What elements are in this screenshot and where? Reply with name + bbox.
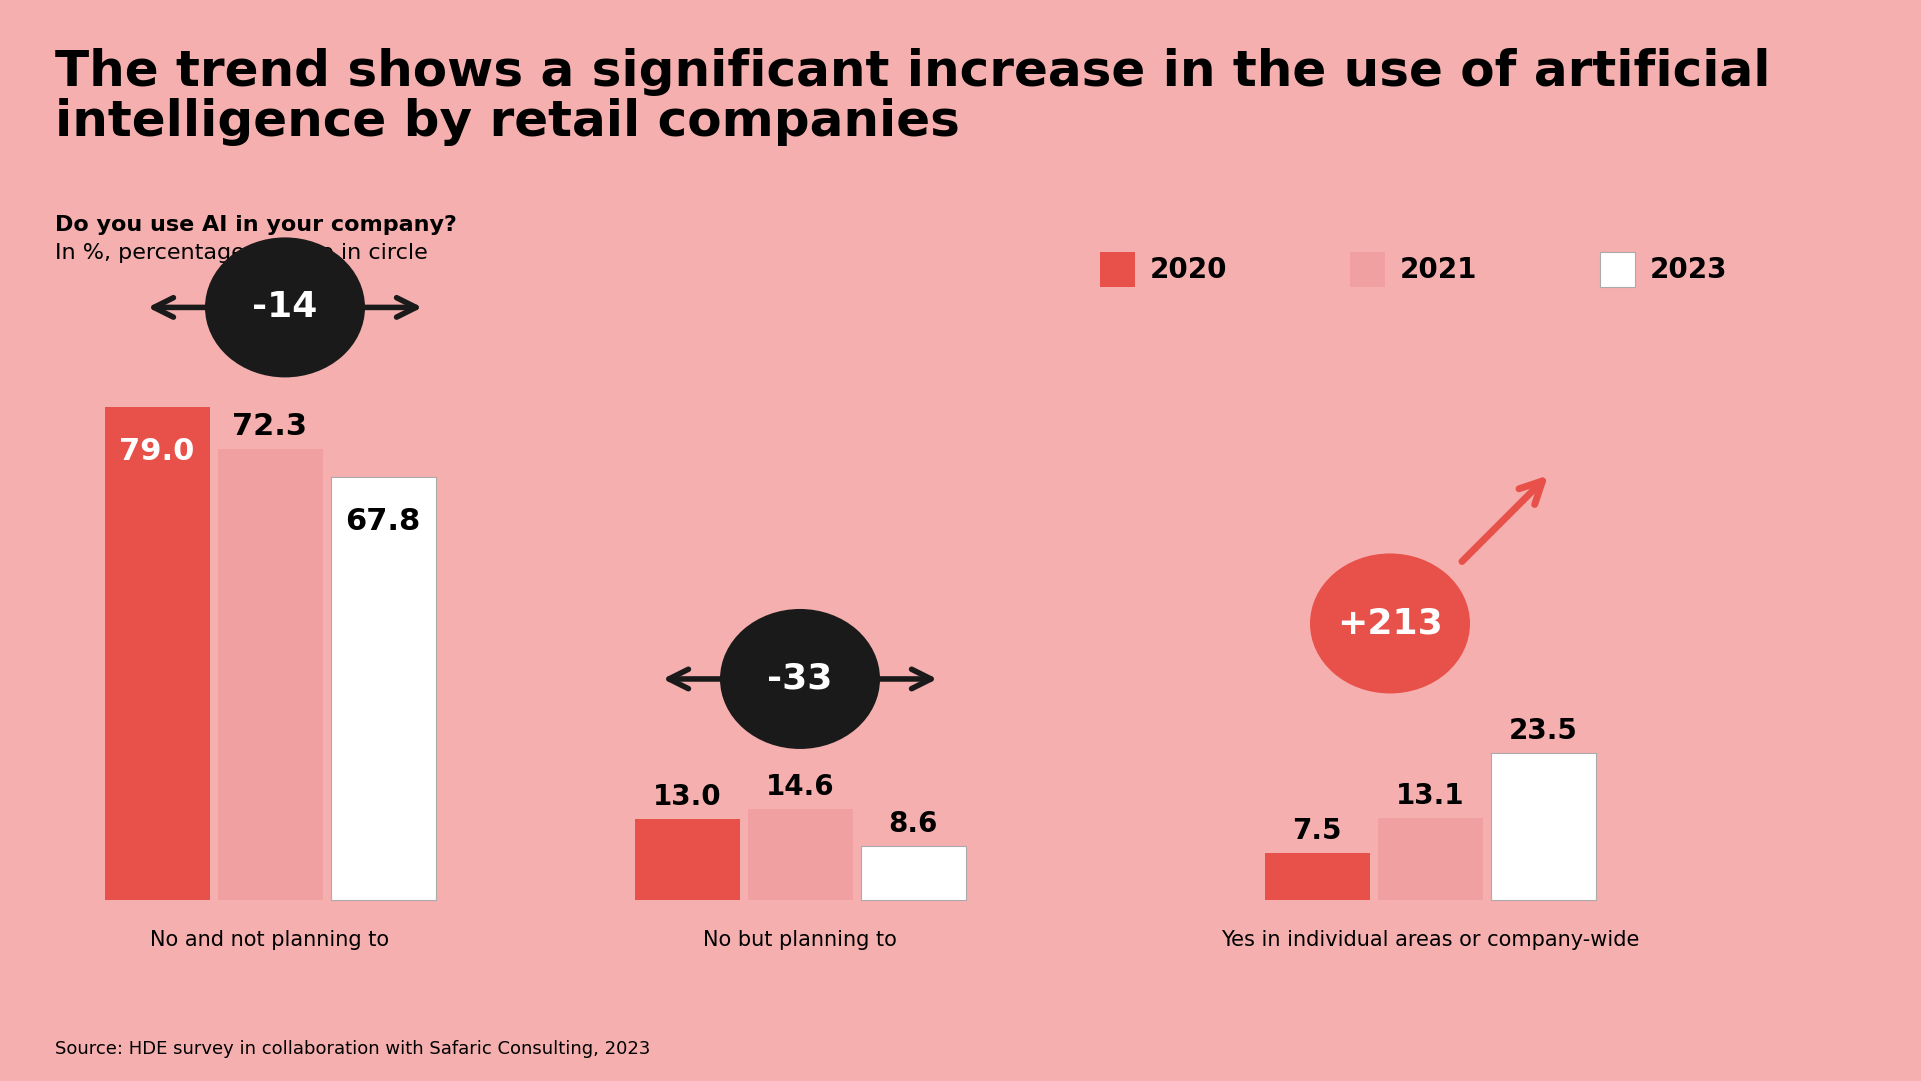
- Text: No but planning to: No but planning to: [703, 930, 897, 950]
- FancyBboxPatch shape: [1101, 252, 1135, 286]
- Text: Yes in individual areas or company-wide: Yes in individual areas or company-wide: [1222, 930, 1639, 950]
- Text: Do you use AI in your company?: Do you use AI in your company?: [56, 215, 457, 235]
- Text: 2020: 2020: [1151, 256, 1228, 284]
- Text: 2023: 2023: [1650, 256, 1727, 284]
- Ellipse shape: [720, 609, 880, 749]
- FancyBboxPatch shape: [1491, 753, 1596, 900]
- FancyBboxPatch shape: [747, 809, 853, 900]
- FancyBboxPatch shape: [1377, 818, 1483, 900]
- Text: 23.5: 23.5: [1508, 718, 1577, 746]
- Text: 2021: 2021: [1400, 256, 1477, 284]
- Text: In %, percentage change in circle: In %, percentage change in circle: [56, 243, 428, 263]
- Text: 13.1: 13.1: [1397, 783, 1464, 811]
- Text: 79.0: 79.0: [119, 438, 194, 466]
- Text: 67.8: 67.8: [346, 507, 421, 536]
- Ellipse shape: [1310, 553, 1470, 694]
- FancyBboxPatch shape: [1350, 252, 1385, 286]
- FancyBboxPatch shape: [217, 450, 323, 900]
- Text: Source: HDE survey in collaboration with Safaric Consulting, 2023: Source: HDE survey in collaboration with…: [56, 1040, 651, 1058]
- Text: 14.6: 14.6: [766, 773, 834, 801]
- Text: 72.3: 72.3: [232, 412, 307, 441]
- Text: +213: +213: [1337, 606, 1443, 640]
- FancyBboxPatch shape: [634, 819, 740, 900]
- Text: -14: -14: [252, 291, 317, 324]
- Text: -33: -33: [766, 662, 832, 696]
- FancyBboxPatch shape: [861, 846, 966, 900]
- FancyBboxPatch shape: [330, 477, 436, 900]
- Text: 8.6: 8.6: [888, 811, 937, 839]
- Text: No and not planning to: No and not planning to: [150, 930, 390, 950]
- Text: 13.0: 13.0: [653, 783, 720, 811]
- FancyBboxPatch shape: [104, 408, 209, 900]
- Text: 7.5: 7.5: [1293, 817, 1341, 845]
- Ellipse shape: [206, 238, 365, 377]
- FancyBboxPatch shape: [1264, 853, 1370, 900]
- Text: intelligence by retail companies: intelligence by retail companies: [56, 98, 960, 146]
- FancyBboxPatch shape: [1600, 252, 1635, 286]
- Text: The trend shows a significant increase in the use of artificial: The trend shows a significant increase i…: [56, 48, 1771, 96]
